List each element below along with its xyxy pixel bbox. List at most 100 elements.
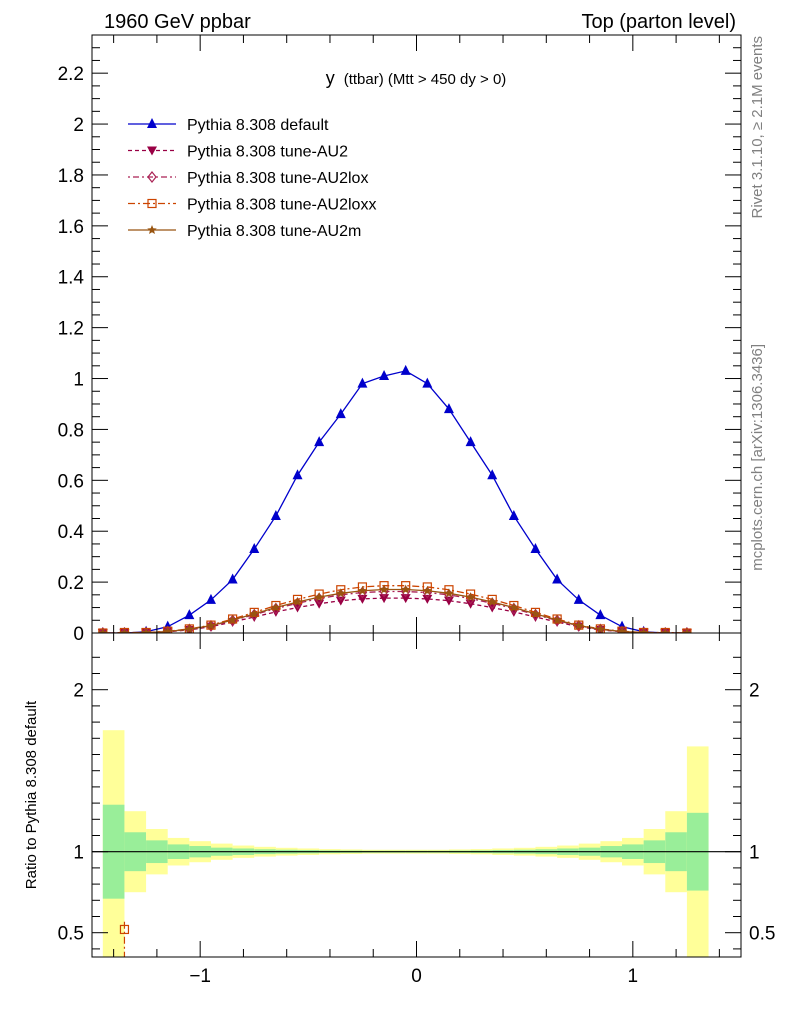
series-point — [357, 585, 368, 595]
header-right: Top (parton level) — [581, 11, 736, 33]
series-point — [400, 594, 411, 604]
series-line — [102, 370, 687, 633]
series-point — [335, 408, 346, 419]
series-point — [444, 588, 454, 598]
series-point — [595, 609, 606, 620]
main-y-tick-label: 0.6 — [58, 471, 84, 492]
series-point — [487, 596, 497, 606]
rivet-label: Rivet 3.1.10, ≥ 2.1M events — [749, 36, 766, 219]
series-point — [227, 573, 238, 584]
legend: Pythia 8.308 default Pythia 8.308 tune-AU… — [128, 117, 376, 240]
main-series-layer — [97, 364, 692, 633]
series-point — [314, 436, 325, 447]
x-tick-label: 0 — [411, 966, 422, 987]
series-point — [552, 573, 563, 584]
series-point — [465, 436, 476, 447]
main-y-tick-label: 1.6 — [58, 217, 84, 238]
legend-marker — [147, 171, 157, 183]
legend-marker — [147, 225, 157, 235]
series-point — [206, 620, 216, 630]
series-point — [335, 596, 346, 606]
series-point — [314, 592, 324, 602]
main-y-tick-label: 1.8 — [58, 166, 84, 187]
x-tick-label: 1 — [628, 966, 639, 987]
series-point — [379, 369, 390, 380]
series-point — [573, 620, 584, 630]
ratio-y-tick-label: 2 — [73, 681, 84, 702]
series-point — [205, 593, 216, 604]
ratio-axis-ticks: 0.5 0.5 1 1 2 2 — [58, 633, 775, 957]
main-y-tick-label: 2 — [73, 115, 84, 136]
series-point — [98, 628, 108, 633]
ratio-ylabel: Ratio to Pythia 8.308 default — [23, 700, 40, 889]
series-point — [141, 627, 151, 633]
series-point — [530, 608, 541, 618]
main-y-tick-label: 0.8 — [58, 420, 84, 441]
series-point — [573, 593, 584, 604]
series-point — [292, 596, 303, 606]
series-point — [552, 615, 562, 625]
legend-label: Pythia 8.308 default — [187, 117, 329, 134]
series-point — [184, 624, 195, 633]
legend-label: Pythia 8.308 tune-AU2lox — [187, 170, 368, 187]
main-y-tick-label: 2.2 — [58, 64, 84, 85]
ratio-y-tick-label-right: 1 — [749, 843, 760, 864]
series-point — [595, 624, 606, 633]
ratio-y-tick-label: 0.5 — [58, 924, 84, 945]
chart-title-main: y — [326, 68, 335, 88]
header-left: 1960 GeV ppbar — [104, 11, 251, 33]
main-y-tick-label: 0 — [73, 624, 84, 645]
series-point — [400, 364, 411, 375]
series-point — [270, 509, 281, 520]
main-axis-ticks: 0 0.2 0.4 0.6 0.8 1 1.2 1.4 1.6 1.8 2 2.2 — [58, 34, 741, 645]
series-point — [184, 609, 195, 620]
main-y-tick-label: 1.4 — [58, 268, 85, 289]
series-5 — [98, 584, 692, 633]
series-point — [443, 403, 454, 414]
x-tick-label: −1 — [189, 966, 211, 987]
legend-label: Pythia 8.308 tune-AU2m — [187, 223, 361, 240]
series-point — [660, 628, 671, 633]
chart-title: y (ttbar) (Mtt > 450 dy > 0) — [326, 68, 507, 88]
series-point — [379, 594, 390, 604]
main-y-tick-label: 0.4 — [58, 522, 85, 543]
main-panel: y (ttbar) (Mtt > 450 dy > 0) 00.20.40.60… — [58, 34, 742, 645]
main-y-tick-label: 0.2 — [58, 573, 84, 594]
series-point — [249, 543, 260, 554]
series-point — [508, 509, 519, 520]
chart-title-rest: (ttbar) (Mtt > 450 dy > 0) — [344, 71, 507, 88]
series-point — [465, 592, 476, 602]
series-1 — [99, 364, 690, 633]
series-point — [422, 594, 433, 604]
x-axis-labels: −1 0 1 — [189, 966, 638, 987]
series-point — [379, 584, 389, 594]
series-point — [227, 615, 238, 625]
legend-label: Pythia 8.308 tune-AU2 — [187, 144, 348, 161]
ratio-y-tick-label-right: 0.5 — [749, 924, 775, 945]
ratio-bands-layer — [92, 730, 741, 957]
series-point — [119, 628, 130, 633]
series-point — [357, 594, 368, 604]
ratio-point — [119, 924, 130, 935]
series-point — [682, 628, 692, 633]
series-point — [487, 469, 498, 480]
series-point — [617, 626, 627, 633]
legend-marker — [147, 198, 157, 209]
series-point — [638, 627, 649, 633]
series-point — [400, 584, 411, 594]
series-point — [357, 377, 368, 388]
ratio-y-tick-label-right: 2 — [749, 681, 760, 702]
series-point — [162, 626, 173, 633]
main-y-tick-label: 1 — [73, 370, 84, 391]
series-point — [292, 469, 303, 480]
ratio-frame — [91, 632, 742, 958]
series-point — [422, 377, 433, 388]
mcplots-label: mcplots.cern.ch [arXiv:1306.3436] — [749, 344, 766, 571]
series-point — [271, 602, 281, 612]
series-point — [336, 588, 346, 598]
main-y-tick-label: 1.2 — [58, 319, 84, 340]
ratio-panel: 0.5 0.5 1 1 2 2 Ratio to Pythia 8.308 default — [23, 632, 775, 958]
series-point — [443, 596, 454, 606]
legend-label: Pythia 8.308 tune-AU2loxx — [187, 197, 376, 214]
